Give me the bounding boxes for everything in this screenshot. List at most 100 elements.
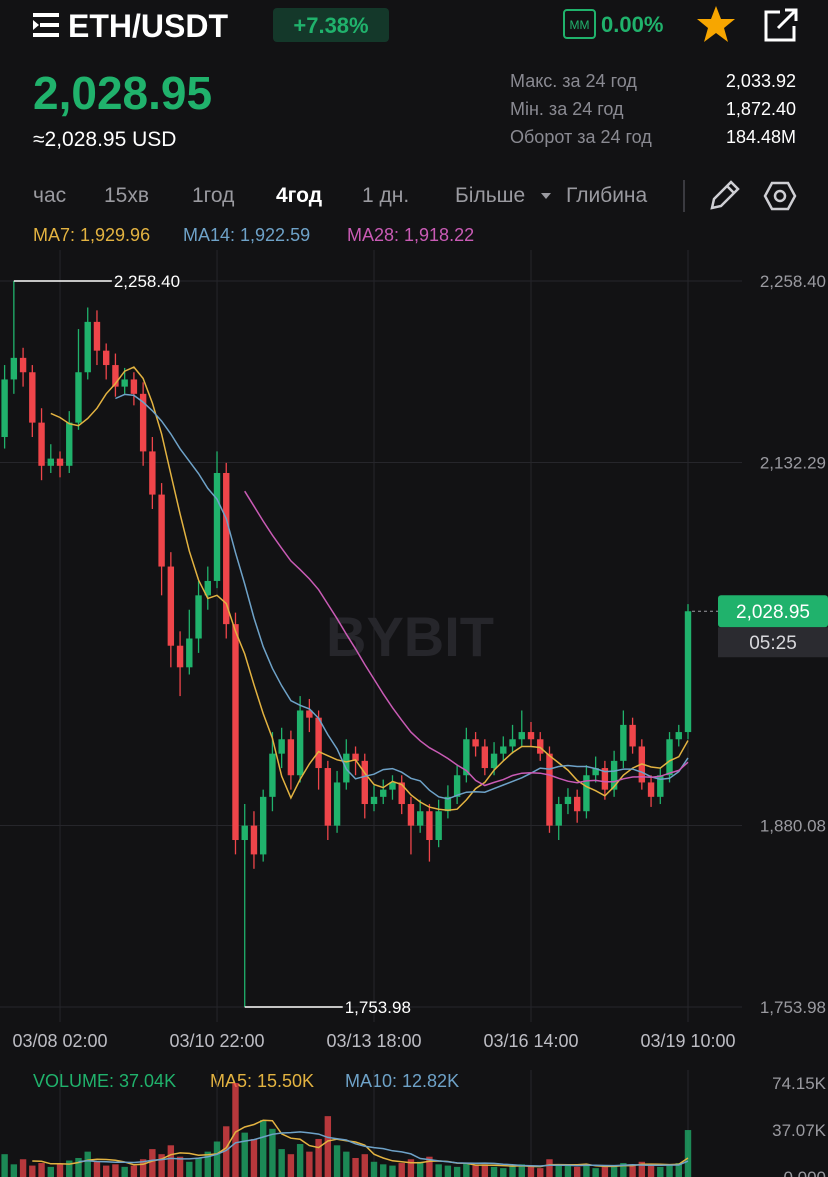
favorite[interactable] [697,6,735,42]
candle-body [380,789,387,797]
candles [1,281,692,1007]
candle-body [296,710,304,776]
volume-bar [139,1159,147,1177]
candle-body [463,739,470,776]
candle-body [416,811,424,826]
mm-label: MM [570,18,590,32]
candle-body [324,768,332,826]
volume-bar [490,1166,498,1177]
share-icon[interactable] [764,8,798,42]
volume-bar [167,1145,175,1177]
y-tick-label: 2,258.40 [760,272,826,291]
volume-ma-line [78,1131,689,1167]
candle-body [453,775,461,797]
tab[interactable]: 15хв [104,184,149,207]
volume-bar [444,1165,452,1177]
candle-body [75,372,82,423]
mm-value: 0.00% [601,12,663,37]
candle-body [647,782,655,797]
tab[interactable]: 1год [192,184,234,207]
volume-bar [19,1159,27,1177]
settings-icon[interactable] [763,181,797,211]
x-tick-label: 03/13 18:00 [326,1031,421,1051]
ma-line [115,393,689,800]
menu-icon[interactable] [33,13,59,37]
symbol[interactable]: ETH/USDT [68,8,228,44]
volume-bar [407,1159,415,1177]
volume-legend: MA10: 12.82K [345,1071,459,1091]
candle-body [278,739,285,754]
candle-body [555,804,562,826]
volume-bar [546,1159,553,1177]
volume-bar [158,1154,165,1177]
ma-legend: MA7: 1,929.96 [33,225,150,245]
volume-bar [38,1163,45,1177]
volume-bar [232,1083,239,1177]
candle-body [509,739,516,747]
candle-body [684,611,692,733]
candle-body [573,796,581,812]
tab[interactable]: Глибина [566,184,648,207]
volume-legend: VOLUME: 37.04K [33,1071,176,1091]
candle-body [223,472,230,625]
volume-bar [29,1165,36,1177]
tab[interactable]: час [33,184,66,207]
ma-line [244,490,689,787]
volume-bar [352,1157,359,1177]
candle-body [444,796,452,812]
volume-bar [93,1161,101,1177]
countdown: 05:25 [749,633,797,654]
volume-bar [555,1164,562,1177]
candle-body [176,645,184,668]
candle-body [204,580,211,596]
volume-bar [463,1163,470,1177]
candle-body [102,350,110,366]
volume-bar [324,1116,332,1177]
volume-bar [176,1156,184,1177]
tab[interactable]: 1 дн. [362,184,409,207]
volume-bar [333,1145,341,1177]
candle-body [592,768,599,776]
volume-bar [47,1166,54,1177]
volume-bar [620,1163,627,1177]
draw-icon[interactable] [710,180,740,210]
tab[interactable]: Більше [455,184,525,207]
candle-body [149,451,156,495]
volume-bar [583,1164,590,1177]
volume-bar [666,1164,673,1177]
candle-body [472,739,479,747]
volume-bar [509,1165,516,1177]
candle-body [370,796,378,805]
volume-bar [84,1151,91,1177]
min-marker-label: 1,753.98 [345,998,411,1017]
tab[interactable]: 4год [276,184,322,207]
volume-bar [518,1164,525,1177]
volume-bar [306,1151,313,1177]
volume-bar [278,1149,285,1177]
candle-body [352,753,359,761]
volume-bar [223,1126,230,1177]
candle-body [333,782,341,826]
candle-body [490,753,498,769]
volume-bar [75,1157,82,1177]
candle-body [241,825,248,841]
volume-bar [259,1119,267,1177]
candle-body [426,811,433,841]
volume-bar [389,1165,396,1177]
candle-body [657,775,664,797]
volume-tick-label: 37.07K [772,1121,827,1140]
volume-bar [629,1164,636,1177]
volume-bar [610,1165,618,1177]
candle-body [269,753,276,797]
candle-body [666,739,673,776]
last-price-tag [718,595,828,628]
volume-bar [130,1165,138,1177]
volume-bar [269,1128,276,1177]
volume-bars [1,1083,692,1177]
volume-bar [195,1157,202,1177]
volume-bar [315,1138,322,1177]
volume-ma-line [32,1119,689,1168]
candle-body [93,321,101,351]
volume-bar [121,1166,128,1177]
